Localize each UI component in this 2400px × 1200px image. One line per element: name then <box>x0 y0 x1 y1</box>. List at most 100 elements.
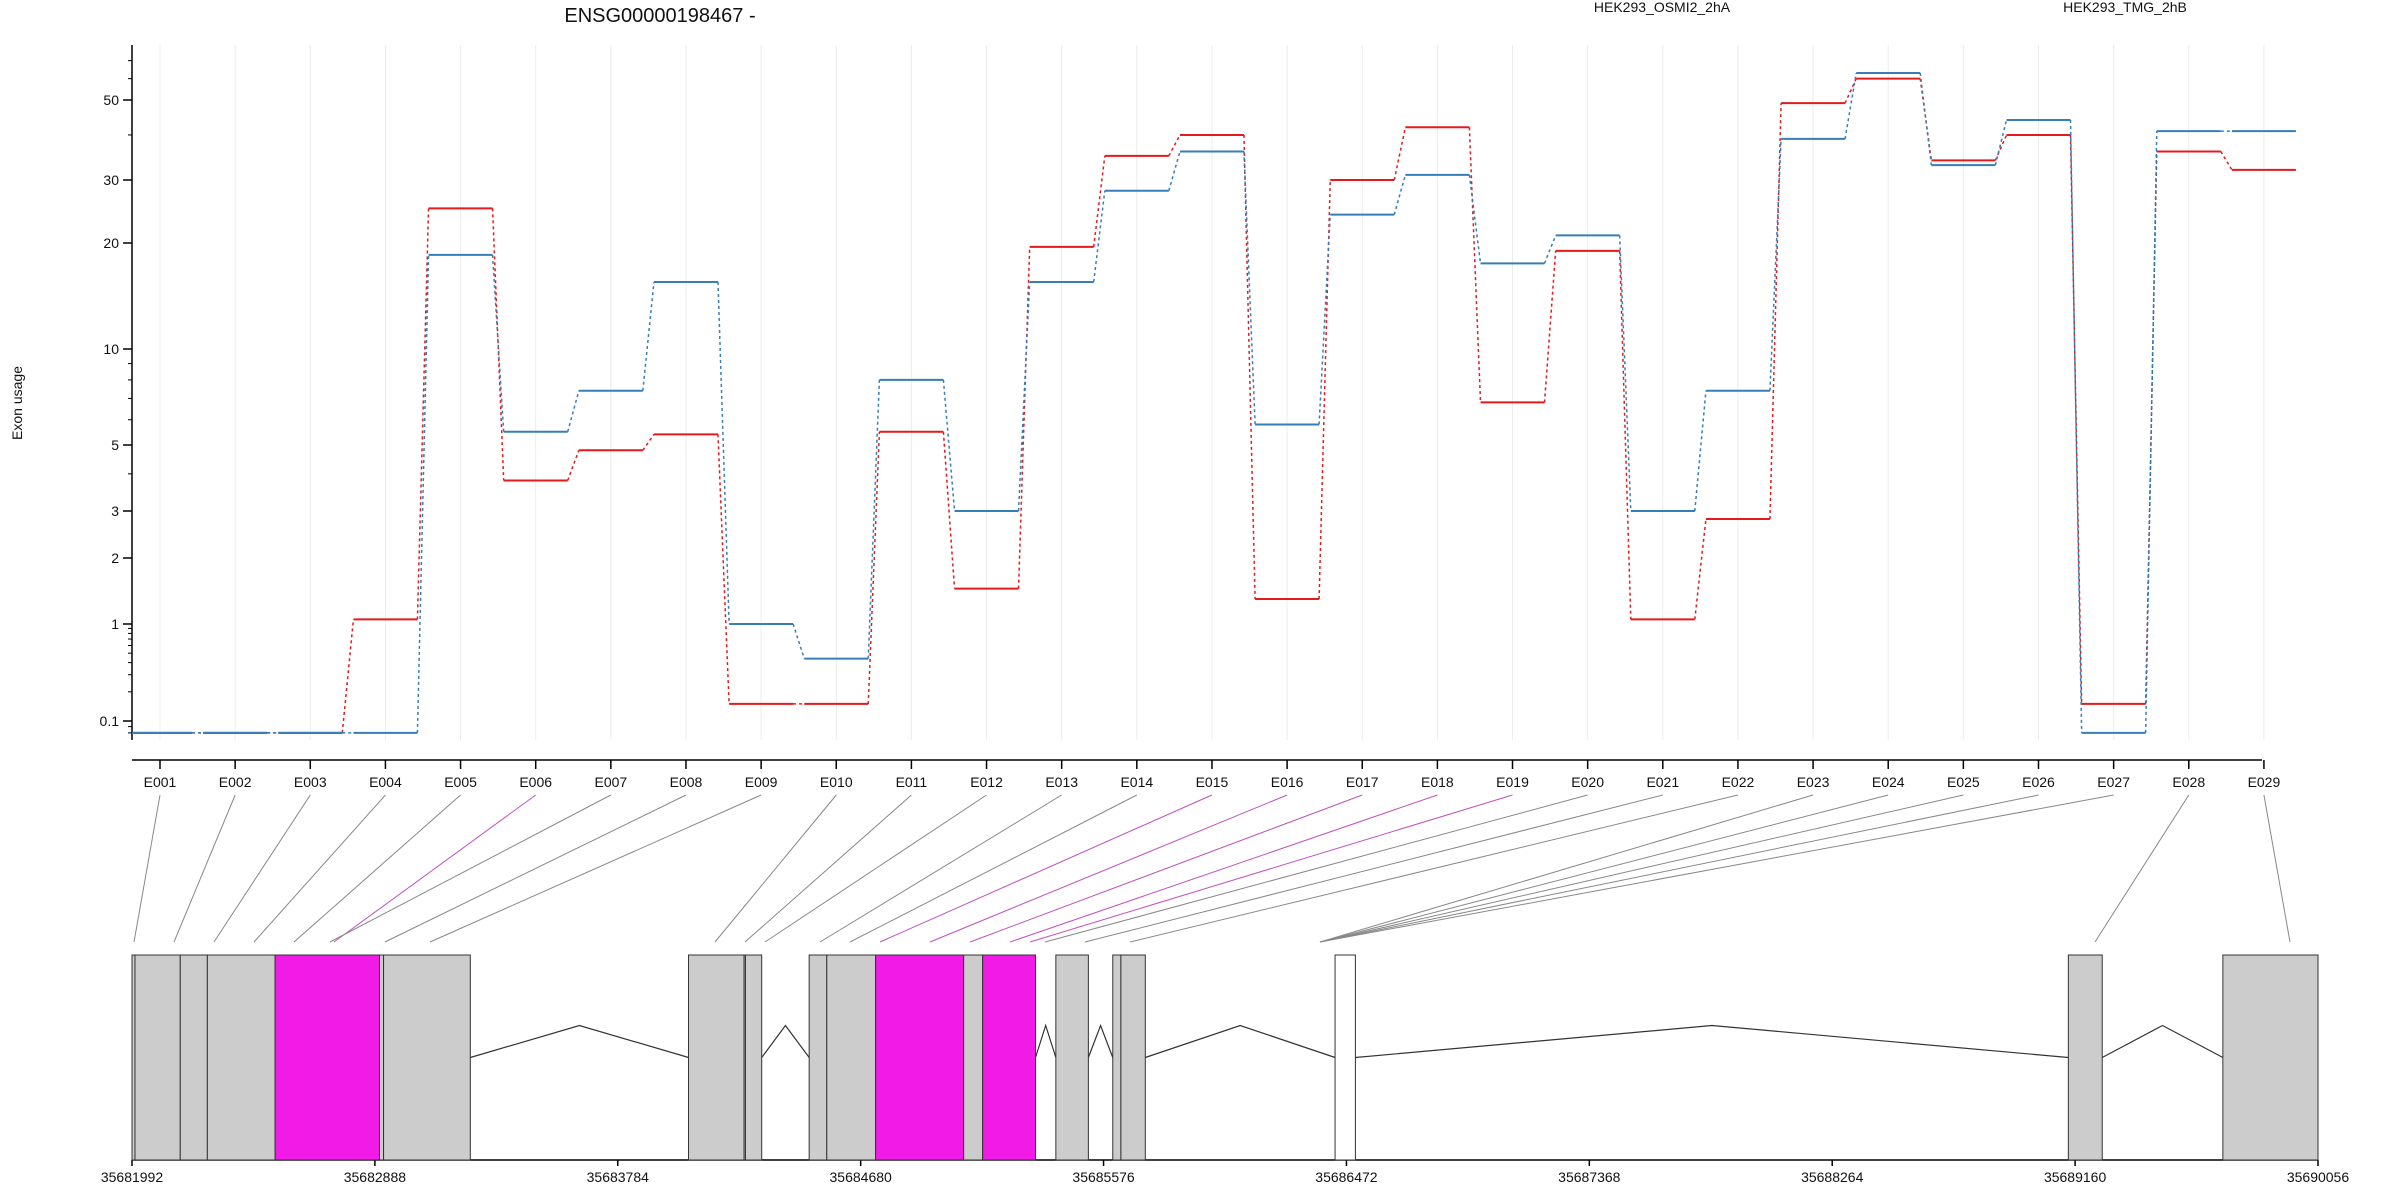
x-tick-label-e025: E025 <box>1947 774 1980 790</box>
usage-transition <box>642 433 655 451</box>
exon-connector-e016 <box>929 794 1288 943</box>
exon-connector-e017 <box>969 794 1363 943</box>
usage-transition <box>867 379 881 659</box>
exon-connector-e010 <box>714 794 837 943</box>
exon-connector-lines <box>133 794 2291 943</box>
genome-tick-label: 35681992 <box>101 1169 164 1185</box>
plot-series <box>132 71 2296 734</box>
x-tick-label-e002: E002 <box>219 774 252 790</box>
exon-block-e017 <box>1112 954 1122 1161</box>
exon-block-e021 <box>2222 954 2319 1161</box>
x-tick-label-e003: E003 <box>294 774 327 790</box>
usage-transition <box>416 208 430 620</box>
usage-transition <box>2069 134 2083 704</box>
x-tick-label-e015: E015 <box>1196 774 1229 790</box>
usage-transition <box>1769 138 1782 391</box>
usage-transition <box>1017 246 1031 589</box>
x-tick-label-e028: E028 <box>2172 774 2205 790</box>
exon-block-e003 <box>179 954 208 1161</box>
usage-transition <box>2069 120 2083 733</box>
exon-connector-e029 <box>2263 794 2291 943</box>
usage-transition <box>1393 127 1407 181</box>
x-tick-label-e004: E004 <box>369 774 402 790</box>
exon-connector-e019 <box>1029 794 1513 943</box>
x-tick-label-e024: E024 <box>1872 774 1905 790</box>
usage-transition <box>1468 174 1482 264</box>
exon-connector-e027 <box>1319 794 2114 943</box>
exon-connector-e025 <box>1319 794 1964 943</box>
genome-tick-label: 35689160 <box>2044 1169 2107 1185</box>
exon-block-e012 <box>826 954 877 1161</box>
exon-connector-e015 <box>879 794 1213 943</box>
exon-connector-e007 <box>329 794 612 943</box>
y-tick-label: 1 <box>111 616 119 632</box>
exon-block-e018 <box>1120 954 1146 1161</box>
x-tick-label-e008: E008 <box>670 774 703 790</box>
plot-axes: 0.1 1 2 3 5 10 20 30 50 E001 E002 E003 E004 E005 E006 E… <box>100 45 2281 790</box>
exon-connector-e024 <box>1319 794 1889 943</box>
series-2 <box>132 71 2296 734</box>
exon-block-e014 <box>963 954 984 1161</box>
x-tick-label-e009: E009 <box>745 774 778 790</box>
exon-block-e004 <box>206 954 276 1161</box>
usage-transition <box>1694 390 1707 512</box>
exon-block-e005 <box>274 954 380 1161</box>
x-tick-label-e029: E029 <box>2248 774 2281 790</box>
gene-model-track: 35681992 35682888 35683784 35684680 35685576… <box>101 954 2350 1185</box>
usage-transition <box>1844 72 1857 140</box>
exon-block-e011 <box>808 954 828 1161</box>
exon-block-e013 <box>875 954 965 1161</box>
exon-block-e020 <box>2067 954 2103 1161</box>
exon-connector-e018 <box>1009 794 1438 943</box>
x-tick-label-e019: E019 <box>1496 774 1529 790</box>
x-tick-label-e016: E016 <box>1271 774 1304 790</box>
series-1 <box>132 77 2296 734</box>
exon-connector-e005 <box>293 794 461 943</box>
intron-line <box>2101 1024 2224 1059</box>
usage-transition <box>566 450 580 481</box>
intron-line <box>761 1024 810 1058</box>
y-tick-label: 3 <box>111 503 119 519</box>
usage-transition <box>1168 151 1181 191</box>
y-tick-label: 5 <box>111 437 119 453</box>
usage-transition <box>2144 131 2158 733</box>
x-tick-label-e018: E018 <box>1421 774 1454 790</box>
x-tick-label-e006: E006 <box>519 774 552 790</box>
usage-transition <box>1994 119 2008 166</box>
intron-line <box>1034 1023 1057 1058</box>
usage-transition <box>642 281 655 391</box>
usage-transition <box>1919 72 1933 166</box>
genome-tick-label: 35685576 <box>1072 1169 1135 1185</box>
genome-tick-label: 35683784 <box>587 1169 650 1185</box>
usage-transition <box>491 254 505 432</box>
exon-block-e006 <box>378 954 385 1161</box>
x-tick-label-e005: E005 <box>444 774 477 790</box>
x-tick-label-e022: E022 <box>1722 774 1755 790</box>
x-tick-label-e011: E011 <box>896 774 928 790</box>
usage-transition <box>1168 134 1181 157</box>
usage-transition <box>1618 250 1632 620</box>
usage-transition <box>1694 518 1707 620</box>
usage-transition <box>2220 151 2233 171</box>
exon-connector-e001 <box>133 794 161 943</box>
x-tick-label-e023: E023 <box>1797 774 1830 790</box>
x-tick-label-e013: E013 <box>1045 774 1078 790</box>
x-tick-label-e012: E012 <box>970 774 1003 790</box>
usage-transition <box>942 379 956 512</box>
exon-block-e016 <box>1055 954 1089 1161</box>
exon-block-e008 <box>688 954 745 1161</box>
usage-transition <box>491 208 505 481</box>
x-tick-label-e010: E010 <box>820 774 853 790</box>
intron-line <box>1355 1024 2069 1059</box>
genome-tick-label: 35690056 <box>2287 1169 2350 1185</box>
exon-connector-e004 <box>253 794 386 943</box>
usage-transition <box>1618 235 1632 512</box>
genome-tick-label: 35684680 <box>830 1169 893 1185</box>
x-tick-label-e027: E027 <box>2097 774 2130 790</box>
plot-grid <box>159 45 2265 740</box>
x-tick-label-e007: E007 <box>594 774 627 790</box>
genome-tick-label: 35688264 <box>1801 1169 1864 1185</box>
exon-connector-e012 <box>764 794 987 943</box>
legend-entry-1: HEK293_OSMI2_2hA <box>1594 0 1731 15</box>
